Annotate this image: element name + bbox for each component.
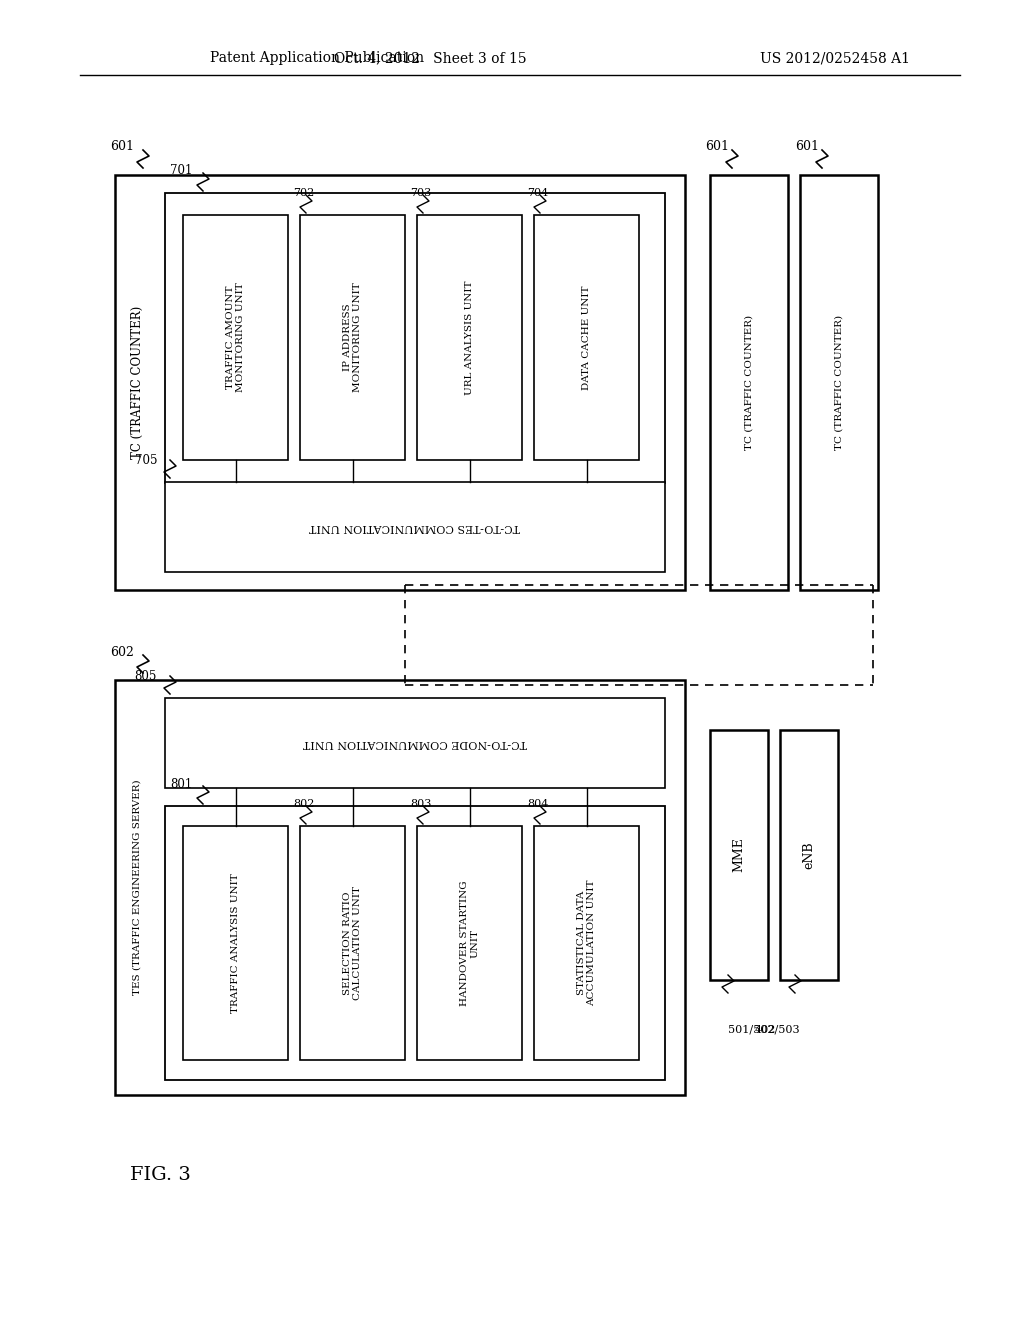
Text: 601: 601 <box>705 140 729 153</box>
Text: TRAFFIC AMOUNT
MONITORING UNIT: TRAFFIC AMOUNT MONITORING UNIT <box>226 282 245 392</box>
Text: 805: 805 <box>134 669 157 682</box>
Text: Patent Application Publication: Patent Application Publication <box>210 51 424 65</box>
Text: TC-TO-TES COMMUNICATION UNIT: TC-TO-TES COMMUNICATION UNIT <box>309 521 520 532</box>
Bar <box>417 215 522 459</box>
Text: TC (TRAFFIC COUNTER): TC (TRAFFIC COUNTER) <box>130 306 143 459</box>
Text: STATISTICAL DATA
ACCUMULATION UNIT: STATISTICAL DATA ACCUMULATION UNIT <box>577 879 596 1006</box>
Bar <box>183 826 288 1060</box>
Text: URL ANALYSIS UNIT: URL ANALYSIS UNIT <box>465 280 474 395</box>
Bar <box>534 826 639 1060</box>
Bar <box>183 215 288 459</box>
Text: 801: 801 <box>170 777 193 791</box>
Text: 703: 703 <box>410 187 431 198</box>
Text: 601: 601 <box>110 140 134 153</box>
Text: 702: 702 <box>293 187 314 198</box>
Bar <box>165 807 665 1080</box>
Text: eNB: eNB <box>803 841 815 869</box>
Text: TC (TRAFFIC COUNTER): TC (TRAFFIC COUNTER) <box>744 315 754 450</box>
Bar <box>165 482 665 572</box>
Text: 501/502/503: 501/502/503 <box>728 1026 800 1035</box>
Bar <box>115 176 685 590</box>
Bar <box>300 215 406 459</box>
Bar <box>115 680 685 1096</box>
Text: IP ADDRESS
MONITORING UNIT: IP ADDRESS MONITORING UNIT <box>343 282 362 392</box>
Bar <box>165 698 665 788</box>
Text: Oct. 4, 2012   Sheet 3 of 15: Oct. 4, 2012 Sheet 3 of 15 <box>334 51 526 65</box>
Text: 802: 802 <box>293 799 314 809</box>
Text: SELECTION RATIO
CALCULATION UNIT: SELECTION RATIO CALCULATION UNIT <box>343 886 362 1001</box>
Text: TC-TO-NODE COMMUNICATION UNIT: TC-TO-NODE COMMUNICATION UNIT <box>303 738 527 748</box>
Text: 804: 804 <box>527 799 549 809</box>
Text: 701: 701 <box>170 165 193 177</box>
Bar <box>800 176 878 590</box>
Text: TES (TRAFFIC ENGINEERING SERVER): TES (TRAFFIC ENGINEERING SERVER) <box>132 780 141 995</box>
Text: 705: 705 <box>134 454 157 466</box>
Bar <box>534 215 639 459</box>
Bar <box>165 193 665 483</box>
Bar <box>710 176 788 590</box>
Text: 402: 402 <box>755 1026 776 1035</box>
Text: HANDOVER STARTING
UNIT: HANDOVER STARTING UNIT <box>460 880 479 1006</box>
Bar <box>417 826 522 1060</box>
Text: DATA CACHE UNIT: DATA CACHE UNIT <box>582 285 591 389</box>
Bar <box>710 730 768 979</box>
Bar <box>300 826 406 1060</box>
Text: FIG. 3: FIG. 3 <box>130 1166 190 1184</box>
Text: 704: 704 <box>527 187 548 198</box>
Text: 602: 602 <box>110 645 134 659</box>
Text: US 2012/0252458 A1: US 2012/0252458 A1 <box>760 51 910 65</box>
Text: TRAFFIC ANALYSIS UNIT: TRAFFIC ANALYSIS UNIT <box>231 873 240 1012</box>
Text: MME: MME <box>732 838 745 873</box>
Text: TC (TRAFFIC COUNTER): TC (TRAFFIC COUNTER) <box>835 315 844 450</box>
Bar <box>780 730 838 979</box>
Text: 803: 803 <box>410 799 431 809</box>
Text: 601: 601 <box>795 140 819 153</box>
